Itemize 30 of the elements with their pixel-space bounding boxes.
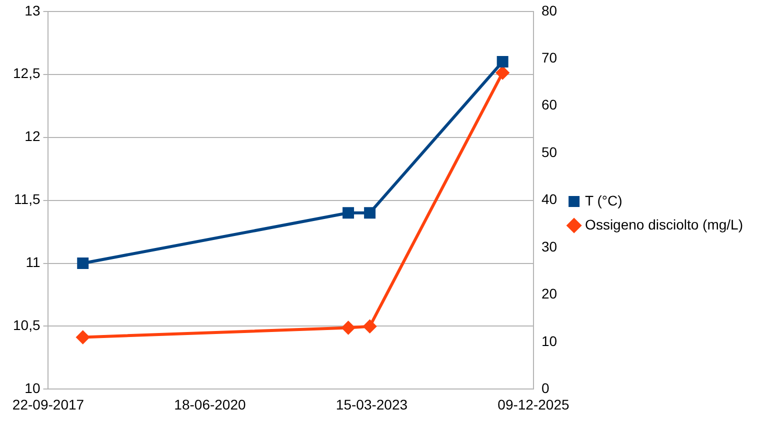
y-tick-label: 11,5 — [14, 191, 40, 208]
y2-tick-label: 60 — [541, 96, 558, 113]
y-tick-label: 12,5 — [13, 65, 40, 82]
y2-tick-label: 20 — [541, 286, 558, 302]
y-tick-label: 10 — [24, 380, 40, 396]
legend-label: T (°C) — [585, 192, 622, 208]
point — [496, 56, 508, 68]
y2-tick-label: 80 — [541, 2, 558, 18]
y2-tick-label: 0 — [541, 380, 550, 396]
x-tick-label: 22-09-2017 — [12, 396, 84, 412]
y-tick-label: 11 — [26, 254, 40, 270]
legend-label: Ossigeno disciolto (mg/L) — [585, 216, 743, 232]
point — [364, 207, 376, 219]
x-tick-label: 18-06-2020 — [174, 396, 246, 412]
point — [363, 320, 376, 333]
point — [77, 258, 89, 270]
point — [496, 66, 510, 80]
y2-tick-label: 40 — [541, 191, 558, 208]
x-tick-label: 15-03-2023 — [336, 396, 408, 412]
point — [342, 321, 355, 334]
y2-tick-label: 10 — [541, 332, 558, 349]
y-tick-label: 13 — [24, 2, 40, 18]
y2-tick-label: 30 — [541, 238, 558, 254]
point — [76, 330, 90, 344]
x-tick-label: 09-12-2025 — [498, 396, 570, 412]
y2-tick-label: 50 — [541, 144, 558, 160]
y2-tick-label: 70 — [541, 49, 558, 66]
y-tick-label: 10,5 — [13, 317, 40, 334]
point — [342, 207, 354, 219]
y-tick-label: 12 — [24, 128, 40, 144]
